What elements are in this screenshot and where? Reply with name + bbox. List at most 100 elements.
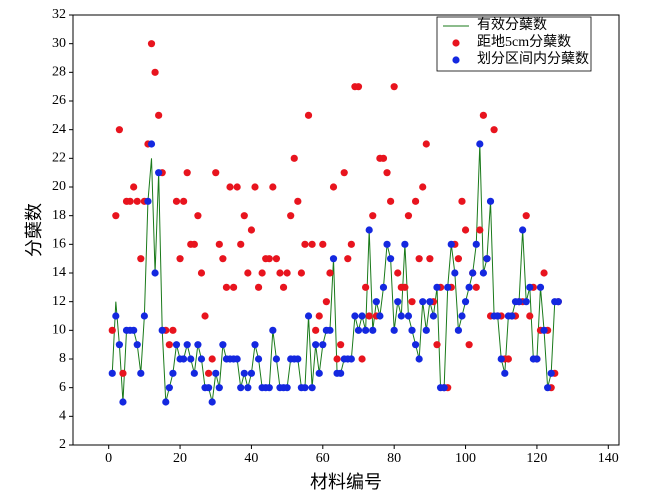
data-point [522, 212, 530, 220]
data-point [180, 355, 188, 363]
data-point [472, 240, 480, 248]
data-point [190, 369, 198, 377]
data-point [351, 312, 359, 320]
plot-frame [72, 14, 620, 446]
data-point [526, 283, 534, 291]
data-point [212, 369, 220, 377]
y-tick-label: 32 [52, 7, 66, 22]
data-point [387, 255, 395, 263]
data-point [422, 326, 430, 334]
data-point [304, 111, 313, 119]
data-point [383, 240, 391, 248]
data-point [329, 255, 338, 263]
data-point [165, 384, 173, 392]
y-tick-label: 16 [52, 237, 66, 252]
data-point [112, 212, 120, 220]
data-point [226, 183, 234, 191]
data-point [426, 255, 434, 263]
data-point [411, 341, 420, 349]
data-point [169, 326, 177, 334]
data-point [476, 226, 484, 234]
data-point [244, 269, 252, 277]
data-point [147, 140, 156, 148]
data-point [158, 326, 166, 334]
data-point [319, 341, 327, 349]
data-point [394, 298, 402, 306]
data-point [183, 341, 191, 349]
y-axis-label: 分蘖数 [24, 203, 44, 257]
data-point [465, 341, 473, 349]
data-point [454, 326, 463, 334]
data-point [458, 197, 466, 205]
data-point [301, 240, 309, 248]
data-point [294, 197, 302, 205]
data-point [304, 312, 313, 320]
data-point [205, 384, 213, 392]
data-point [254, 283, 263, 291]
data-point [472, 283, 480, 291]
data-point [469, 269, 477, 277]
data-point [415, 255, 423, 263]
data-point [212, 169, 220, 177]
legend-label: 有效分蘖数 [477, 17, 547, 33]
data-point [429, 312, 438, 320]
data-point [390, 83, 398, 91]
data-point [476, 140, 484, 148]
data-point [240, 212, 248, 220]
data-point [287, 212, 295, 220]
data-point [172, 341, 181, 349]
data-point [515, 298, 523, 306]
data-point [451, 269, 459, 277]
legend-label: 距地5cm分蘖数 [477, 34, 571, 50]
data-point [240, 369, 248, 377]
data-point [540, 326, 548, 334]
y-tick-label: 18 [52, 208, 66, 223]
data-point [479, 111, 487, 119]
data-point [112, 312, 120, 320]
data-point [265, 384, 273, 392]
data-point [269, 183, 277, 191]
data-line [111, 143, 559, 403]
data-point [151, 269, 159, 277]
data-point [215, 384, 223, 392]
data-point [115, 341, 123, 349]
data-point [404, 312, 413, 320]
legend-label: 划分区间内分蘖数 [477, 51, 589, 67]
y-tick-label: 24 [52, 122, 66, 137]
data-point [358, 355, 366, 363]
data-point [276, 269, 284, 277]
data-point [490, 126, 498, 134]
data-point [222, 283, 231, 291]
y-tick-label: 20 [52, 179, 66, 194]
y-tick-label: 14 [52, 265, 66, 280]
data-point [433, 283, 441, 291]
x-tick-label: 60 [316, 451, 330, 466]
data-point [119, 398, 127, 406]
data-point [126, 197, 134, 205]
data-point [301, 384, 309, 392]
x-tick-label: 120 [526, 451, 547, 466]
data-point [547, 369, 555, 377]
data-point [522, 298, 530, 306]
legend-swatch [452, 56, 460, 64]
data-point [172, 197, 181, 205]
data-point [408, 326, 416, 334]
data-point [137, 255, 145, 263]
data-point [140, 312, 148, 320]
data-point [465, 283, 473, 291]
x-tick-label: 40 [244, 451, 258, 466]
y-tick-label: 22 [52, 151, 66, 166]
data-point [329, 183, 338, 191]
data-point [501, 369, 509, 377]
data-point [208, 398, 216, 406]
y-tick-label: 26 [52, 93, 66, 108]
data-point [347, 355, 355, 363]
data-point [115, 126, 123, 134]
data-point [219, 341, 227, 349]
data-point [426, 298, 434, 306]
data-point [326, 269, 334, 277]
data-point [244, 384, 252, 392]
x-tick-label: 20 [173, 451, 187, 466]
